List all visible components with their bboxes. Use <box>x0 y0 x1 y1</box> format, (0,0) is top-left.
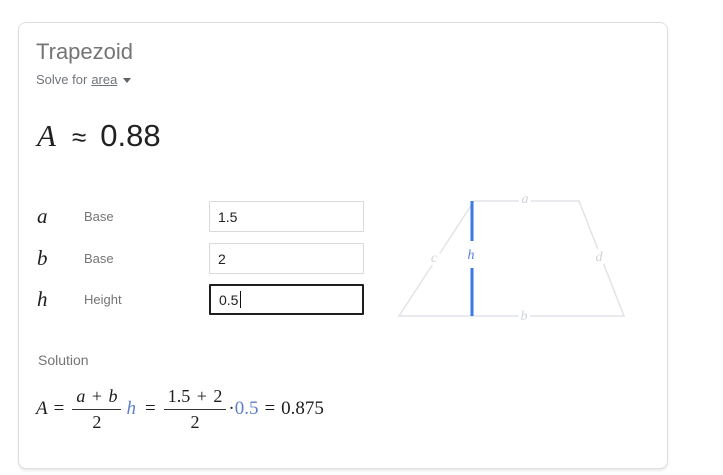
frac1-plus: + <box>91 386 102 406</box>
frac1-denominator: 2 <box>92 411 102 432</box>
base-b-input[interactable] <box>209 243 364 274</box>
input-row-h: h Height <box>37 284 364 315</box>
trapezoid-outline <box>397 200 626 317</box>
result-variable: A <box>37 118 56 153</box>
solve-for-dropdown[interactable]: Solve for area <box>36 72 132 87</box>
solution-heading: Solution <box>38 352 89 368</box>
symbolic-fraction: a + b 2 <box>72 385 122 433</box>
frac2-denominator: 2 <box>190 411 200 432</box>
solution-formula: A = a + b 2 h = 1.5 + 2 2 <box>36 385 324 433</box>
input-row-a: a Base <box>37 201 364 232</box>
dropdown-arrow-icon[interactable] <box>123 78 132 83</box>
formula-height-variable: h <box>126 398 136 419</box>
fraction-bar <box>163 408 227 410</box>
solve-for-selected-value[interactable]: area <box>91 72 118 87</box>
solve-for-label: Solve for <box>36 72 88 87</box>
frac1-term-a: a <box>76 386 86 406</box>
diagram-label-d: d <box>596 250 604 265</box>
diagram-label-b: b <box>521 309 528 324</box>
diagram-label-h: h <box>468 248 475 263</box>
result-relation: ≈ <box>71 122 87 152</box>
input-row-b: b Base <box>37 243 364 274</box>
formula-lhs: A <box>36 398 48 419</box>
formula-equals-2: = <box>144 398 156 419</box>
result-value: 0.88 <box>100 118 161 153</box>
trapezoid-diagram: a b c d h <box>397 189 626 326</box>
fraction-bar <box>72 408 122 410</box>
frac2-plus: + <box>196 386 207 406</box>
variable-b-symbol: b <box>37 246 48 270</box>
base-a-input[interactable] <box>209 201 364 232</box>
result-readout: A ≈ 0.88 <box>37 118 161 154</box>
formula-equals-3: = <box>264 398 276 419</box>
height-input[interactable] <box>209 284 364 315</box>
numeric-fraction: 1.5 + 2 2 <box>163 385 227 433</box>
text-caret <box>240 291 241 308</box>
variable-b-label: Base <box>84 251 114 266</box>
formula-height-value: 0.5 <box>234 398 259 419</box>
variable-h-label: Height <box>84 292 122 307</box>
diagram-label-a: a <box>522 192 529 207</box>
variable-a-label: Base <box>84 209 114 224</box>
frac2-term-1: 1.5 <box>167 386 191 406</box>
formula-result-value: 0.875 <box>281 398 324 419</box>
variable-h-symbol: h <box>37 287 48 311</box>
trapezoid-calculator-card: Trapezoid Solve for area A ≈ 0.88 a Base… <box>18 22 668 469</box>
formula-multiply-dot: · <box>228 398 235 419</box>
frac2-term-2: 2 <box>213 386 223 406</box>
formula-equals-1: = <box>53 398 65 419</box>
diagram-label-c: c <box>431 251 438 266</box>
frac1-term-b: b <box>108 386 118 406</box>
page-title: Trapezoid <box>36 39 134 64</box>
variable-a-symbol: a <box>37 204 48 228</box>
